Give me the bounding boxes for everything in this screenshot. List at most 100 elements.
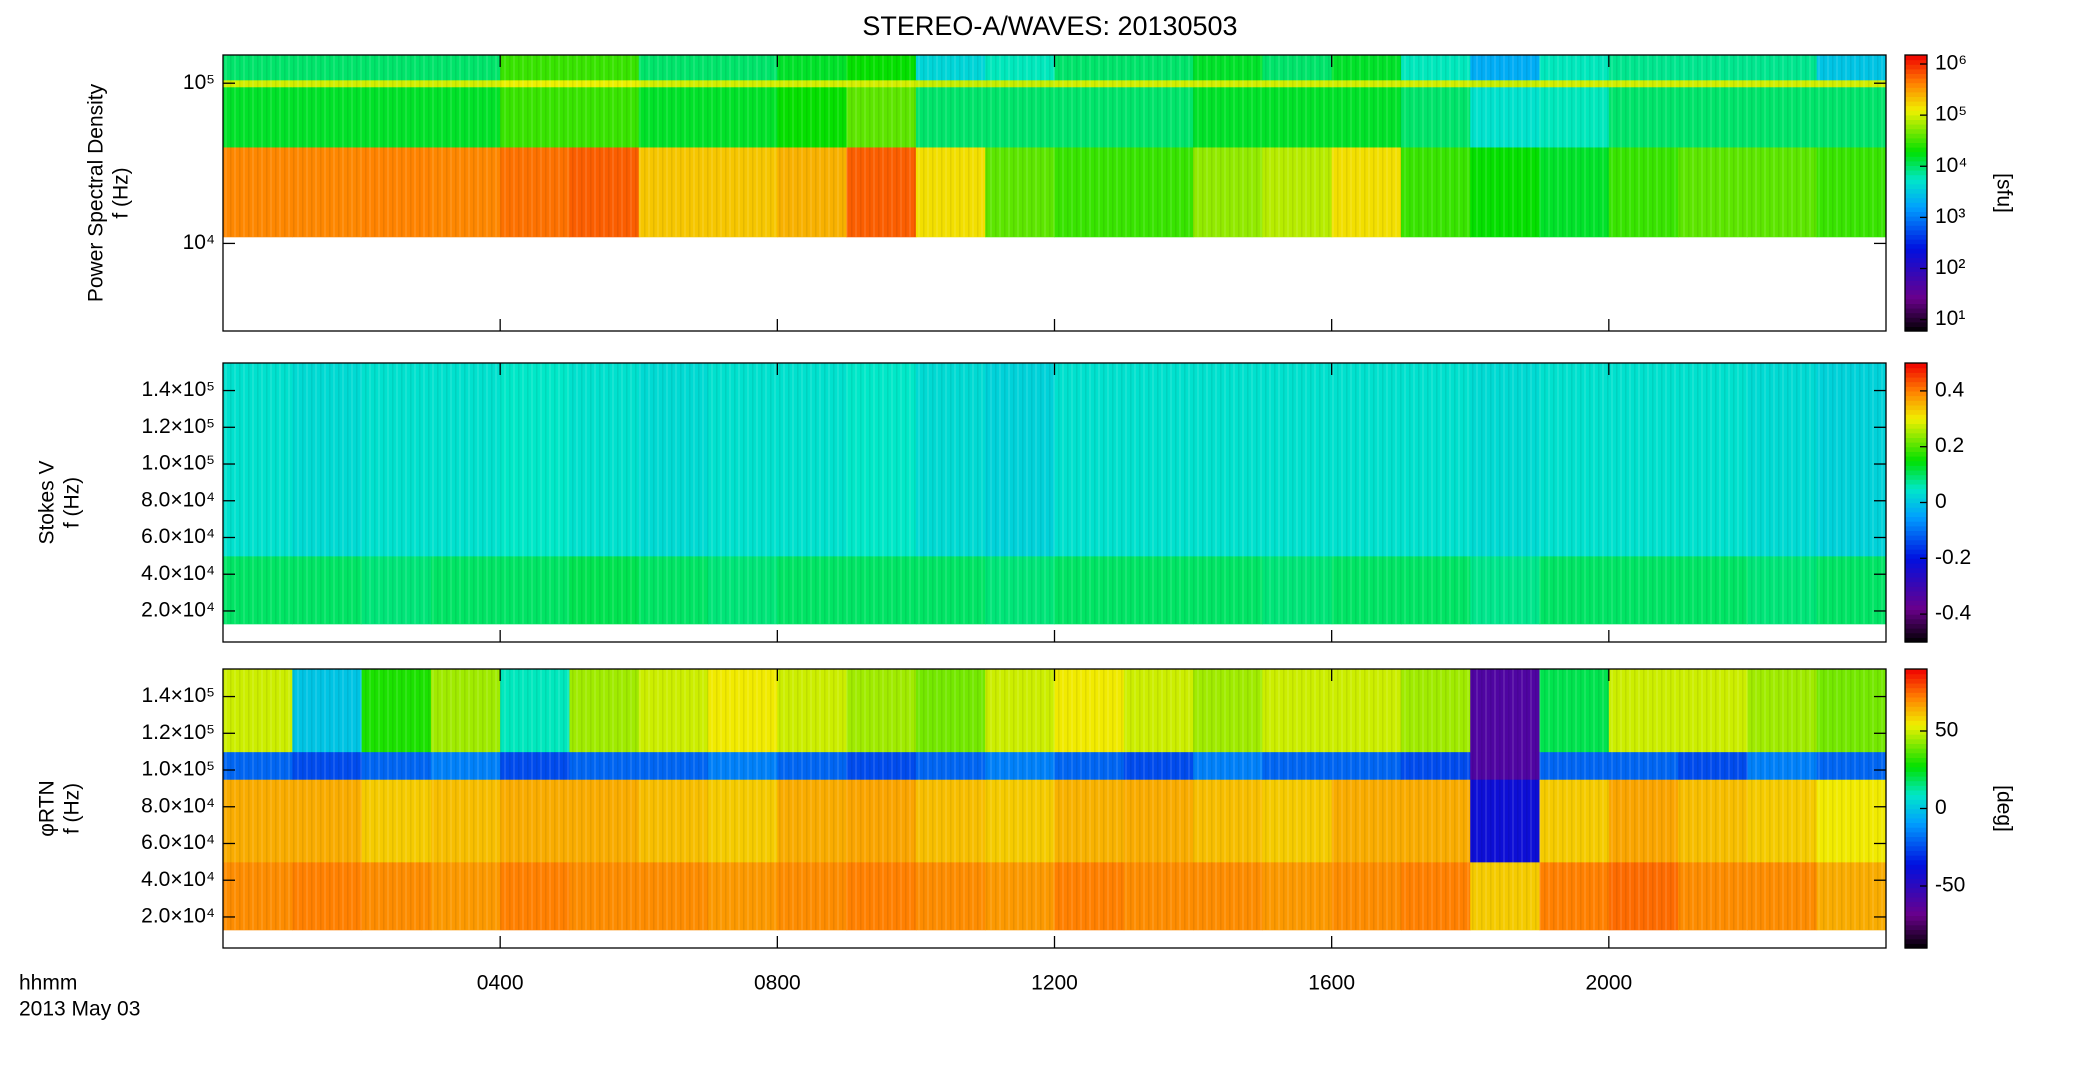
colorbar-step bbox=[1905, 432, 1927, 438]
colorbar-step bbox=[1905, 906, 1927, 912]
colorbar-step bbox=[1905, 799, 1927, 805]
y-axis-label: f (Hz) bbox=[61, 783, 84, 834]
colorbar-tick-label: 10⁶ bbox=[1935, 52, 1967, 75]
colorbar-step bbox=[1905, 280, 1927, 286]
colorbar-tick-label: 10⁴ bbox=[1935, 154, 1967, 177]
chart-title: STEREO-A/WAVES: 20130503 bbox=[862, 11, 1237, 41]
colorbar-step bbox=[1905, 317, 1927, 323]
colorbar-step bbox=[1905, 179, 1927, 185]
colorbar-step bbox=[1905, 817, 1927, 824]
colorbar-step bbox=[1905, 197, 1927, 203]
colorbar-step bbox=[1905, 553, 1927, 559]
colorbar-step bbox=[1905, 738, 1927, 744]
colorbar-step bbox=[1905, 446, 1927, 452]
colorbar-step bbox=[1905, 868, 1927, 875]
colorbar-step bbox=[1905, 873, 1927, 879]
colorbar-step bbox=[1905, 692, 1927, 698]
x-tick-label: 0800 bbox=[754, 972, 801, 995]
colorbar-step bbox=[1905, 239, 1927, 245]
x-axis-label: hhmm bbox=[19, 972, 77, 995]
colorbar-step bbox=[1905, 252, 1927, 258]
colorbar-step bbox=[1905, 729, 1927, 735]
colorbar-step bbox=[1905, 266, 1927, 272]
colorbar-step bbox=[1905, 174, 1927, 180]
colorbar-step bbox=[1905, 623, 1927, 629]
colorbar-step bbox=[1905, 409, 1927, 415]
colorbar-step bbox=[1905, 525, 1927, 531]
colorbar-step bbox=[1905, 156, 1927, 162]
colorbar-step bbox=[1905, 706, 1927, 712]
colorbar-step bbox=[1905, 544, 1927, 550]
colorbar-step bbox=[1905, 372, 1927, 378]
colorbar-step bbox=[1905, 271, 1927, 277]
colorbar-step bbox=[1905, 367, 1927, 373]
colorbar-step bbox=[1905, 312, 1927, 318]
colorbar-step bbox=[1905, 521, 1927, 527]
y-axis-label: φRTN bbox=[36, 780, 59, 836]
colorbar-step bbox=[1905, 308, 1927, 314]
colorbar-step bbox=[1905, 841, 1927, 847]
colorbar-step bbox=[1905, 456, 1927, 462]
colorbar-step bbox=[1905, 376, 1927, 383]
colorbar-step bbox=[1905, 878, 1927, 884]
colorbar-step bbox=[1905, 901, 1927, 907]
colorbar-step bbox=[1905, 562, 1927, 569]
colorbar-step bbox=[1905, 294, 1927, 300]
colorbar-step bbox=[1905, 696, 1927, 703]
colorbar-step bbox=[1905, 678, 1927, 684]
colorbar-step bbox=[1905, 188, 1927, 194]
colorbar-step bbox=[1905, 715, 1927, 721]
colorbar-step bbox=[1905, 321, 1927, 327]
colorbar-step bbox=[1905, 418, 1927, 425]
colorbar-tick-label: 0.4 bbox=[1935, 378, 1965, 401]
colorbar-step bbox=[1905, 896, 1927, 903]
colorbar-step bbox=[1905, 479, 1927, 485]
y-tick-label: 10⁵ bbox=[183, 71, 215, 94]
colorbar-step bbox=[1905, 549, 1927, 555]
colorbar-step bbox=[1905, 516, 1927, 522]
colorbar-step bbox=[1905, 404, 1927, 411]
colorbar-step bbox=[1905, 170, 1927, 176]
colorbar-step bbox=[1905, 581, 1927, 587]
colorbar-tick-label: 0 bbox=[1935, 490, 1947, 513]
y-axis-label: Stokes V bbox=[36, 460, 59, 544]
colorbar-step bbox=[1905, 507, 1927, 513]
y-tick-label: 2.0×10⁴ bbox=[141, 599, 215, 622]
colorbar-step bbox=[1905, 915, 1927, 921]
colorbar-step bbox=[1905, 775, 1927, 782]
colorbar-step bbox=[1905, 813, 1927, 819]
colorbar-step bbox=[1905, 789, 1927, 796]
colorbar-step bbox=[1905, 55, 1927, 61]
colorbar-step bbox=[1905, 669, 1927, 675]
colorbar-step bbox=[1905, 460, 1927, 466]
y-tick-label: 8.0×10⁴ bbox=[141, 488, 215, 511]
colorbar-step bbox=[1905, 604, 1927, 611]
y-tick-label: 2.0×10⁴ bbox=[141, 905, 215, 928]
colorbar-step bbox=[1905, 216, 1927, 222]
colorbar-step bbox=[1905, 539, 1927, 545]
colorbar-step bbox=[1905, 110, 1927, 116]
colorbar-step bbox=[1905, 202, 1927, 208]
colorbar-step bbox=[1905, 326, 1927, 332]
colorbar-step bbox=[1905, 220, 1927, 226]
colorbar-step bbox=[1905, 710, 1927, 717]
colorbar-step bbox=[1905, 724, 1927, 731]
colorbar-step bbox=[1905, 160, 1927, 166]
colorbar-step bbox=[1905, 275, 1927, 281]
x-tick-label: 1200 bbox=[1031, 972, 1078, 995]
colorbar-step bbox=[1905, 934, 1927, 940]
colorbar-step bbox=[1905, 469, 1927, 476]
colorbar-step bbox=[1905, 442, 1927, 448]
colorbar-step bbox=[1905, 206, 1927, 212]
colorbar-step bbox=[1905, 567, 1927, 573]
y-axis-label: f (Hz) bbox=[110, 167, 133, 218]
colorbar-step bbox=[1905, 101, 1927, 107]
colorbar-label: [deg] bbox=[1992, 785, 2015, 832]
colorbar-step bbox=[1905, 637, 1927, 643]
colorbar-step bbox=[1905, 558, 1927, 564]
colorbar-step bbox=[1905, 105, 1927, 111]
colorbar-step bbox=[1905, 211, 1927, 217]
colorbar-step bbox=[1905, 114, 1927, 120]
colorbar-step bbox=[1905, 483, 1927, 490]
